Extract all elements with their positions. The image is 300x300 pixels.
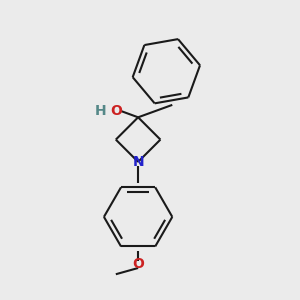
Text: N: N [132,155,144,169]
Text: O: O [110,104,122,118]
Text: O: O [132,257,144,272]
Text: H: H [94,104,106,118]
